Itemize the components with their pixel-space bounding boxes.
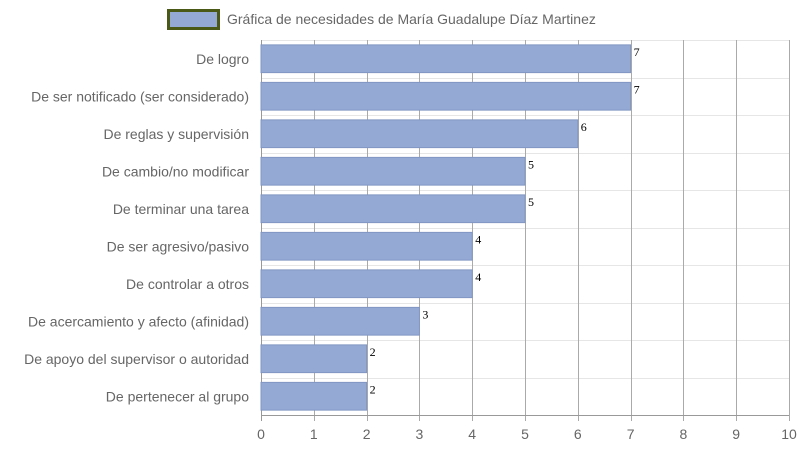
bar bbox=[260, 344, 368, 374]
data-label: 3 bbox=[422, 307, 428, 321]
data-label: 5 bbox=[528, 157, 534, 171]
x-tick-label: 6 bbox=[574, 426, 582, 442]
value-labels: 7 7 6 5 5 4 4 3 2 2 bbox=[370, 45, 640, 397]
bar bbox=[260, 81, 632, 111]
x-tick-label: 0 bbox=[257, 426, 265, 442]
x-tick-label: 10 bbox=[781, 426, 797, 442]
bar bbox=[260, 269, 473, 299]
x-tick-label: 1 bbox=[310, 426, 318, 442]
x-tick-label: 7 bbox=[627, 426, 635, 442]
category-label: De logro bbox=[196, 51, 249, 67]
category-label: De pertenecer al grupo bbox=[106, 388, 249, 404]
legend-label: Gráfica de necesidades de María Guadalup… bbox=[227, 11, 596, 27]
bar bbox=[260, 156, 526, 186]
category-label: De ser agresivo/pasivo bbox=[107, 238, 250, 254]
bar bbox=[260, 231, 473, 261]
data-label: 4 bbox=[475, 270, 481, 284]
x-tick-label: 4 bbox=[468, 426, 476, 442]
data-label: 2 bbox=[370, 382, 376, 396]
category-label: De reglas y supervisión bbox=[103, 126, 249, 142]
x-tick-label: 8 bbox=[680, 426, 688, 442]
x-tick-label: 2 bbox=[363, 426, 371, 442]
category-label: De ser notificado (ser considerado) bbox=[31, 88, 249, 104]
bars bbox=[260, 44, 632, 411]
category-label: De cambio/no modificar bbox=[102, 163, 249, 179]
bar bbox=[260, 194, 526, 224]
data-label: 6 bbox=[581, 120, 587, 134]
data-label: 7 bbox=[634, 45, 640, 59]
category-label: De apoyo del supervisor o autoridad bbox=[24, 351, 249, 367]
x-axis-ticks: 0 1 2 3 4 5 6 7 8 9 10 bbox=[257, 426, 797, 442]
category-label: De controlar a otros bbox=[126, 276, 249, 292]
bar bbox=[260, 381, 368, 411]
bar bbox=[260, 44, 632, 74]
x-tick-label: 5 bbox=[521, 426, 529, 442]
data-label: 7 bbox=[634, 82, 640, 96]
data-label: 4 bbox=[475, 232, 481, 246]
category-label: De terminar una tarea bbox=[113, 201, 249, 217]
legend: Gráfica de necesidades de María Guadalup… bbox=[167, 9, 596, 30]
category-labels: De logro De ser notificado (ser considera… bbox=[24, 51, 249, 405]
legend-swatch bbox=[167, 9, 220, 30]
category-label: De acercamiento y afecto (afinidad) bbox=[28, 313, 249, 329]
x-tick-label: 3 bbox=[416, 426, 424, 442]
bar bbox=[260, 119, 579, 149]
bar bbox=[260, 306, 420, 336]
x-tick-label: 9 bbox=[732, 426, 740, 442]
data-label: 2 bbox=[370, 345, 376, 359]
data-label: 5 bbox=[528, 195, 534, 209]
